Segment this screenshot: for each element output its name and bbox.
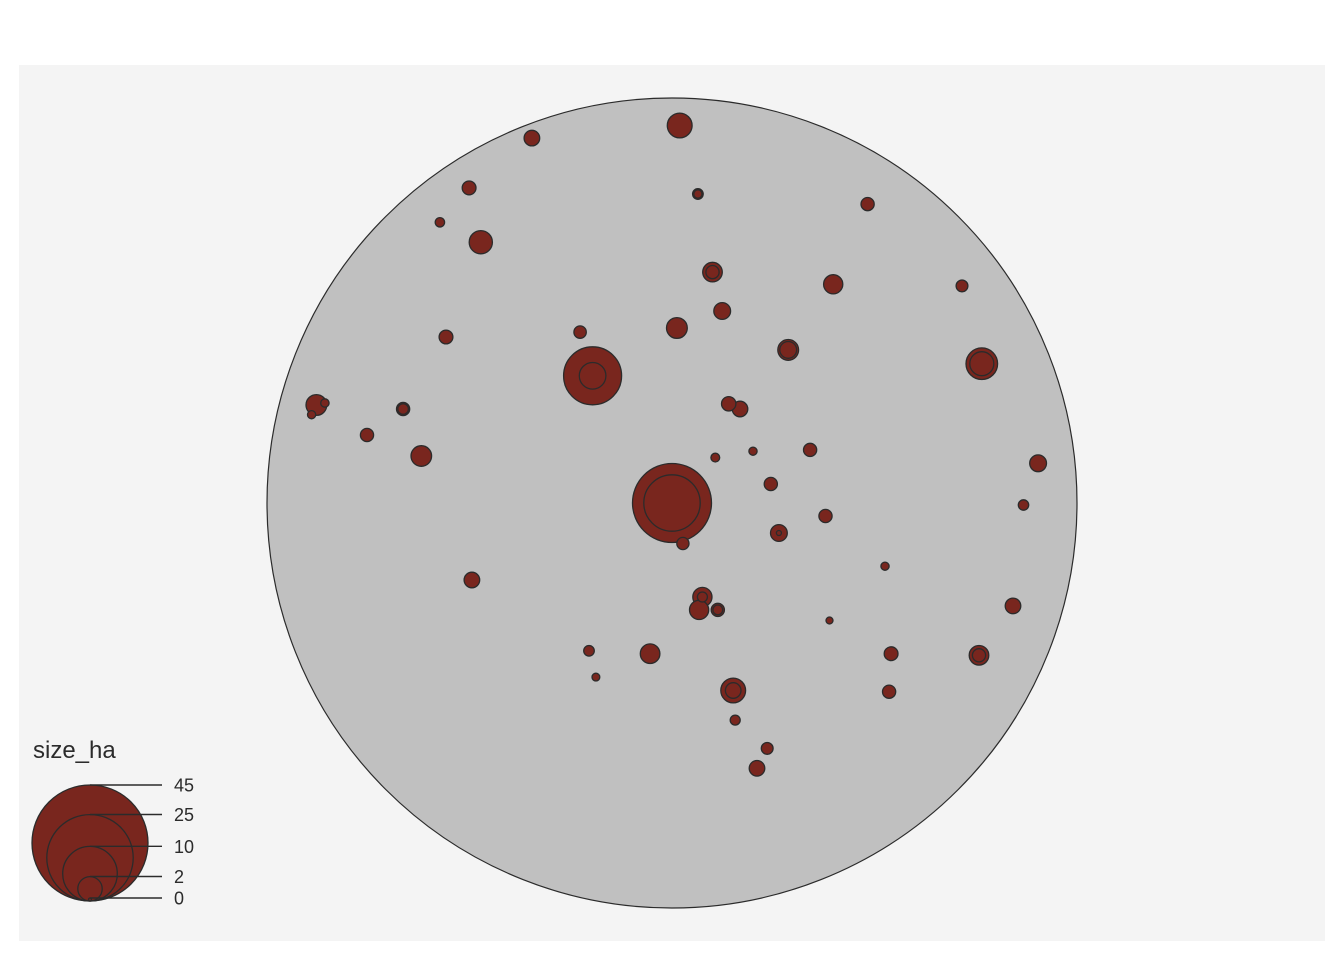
bubble-point — [1029, 454, 1048, 473]
bubble-point — [688, 599, 710, 621]
bubble-point — [461, 180, 477, 196]
bubble-point — [676, 536, 690, 551]
bubble-point — [883, 646, 899, 662]
bubble-point — [320, 398, 330, 408]
bubble-point — [705, 264, 720, 280]
bubble-point — [969, 351, 995, 377]
bubble-point — [712, 604, 724, 616]
bubble-point — [971, 648, 987, 663]
bubble-point — [665, 316, 688, 340]
bubble-point — [724, 682, 742, 699]
bubble-point — [860, 196, 875, 212]
bubble-point — [410, 445, 433, 467]
bubble-point — [434, 216, 446, 228]
bubble-point — [1017, 499, 1030, 511]
bubble-point — [729, 714, 741, 726]
bubble-point — [763, 476, 779, 492]
bubble-point — [359, 427, 375, 443]
bubble-point — [775, 529, 783, 537]
bubble-point — [463, 571, 481, 589]
bubble-point — [573, 325, 587, 339]
bubble-point — [578, 361, 607, 390]
legend: size_ha 45 25 10 20 — [31, 737, 194, 909]
bubble-point — [779, 340, 798, 359]
bubble-point — [955, 279, 969, 293]
bubble-point — [693, 189, 703, 199]
legend-label: 2 — [174, 867, 184, 887]
bubble-point — [666, 112, 693, 139]
bubble-point — [720, 395, 737, 412]
bubble-point — [818, 508, 833, 524]
bubble-point — [583, 644, 595, 657]
bubble-point — [696, 591, 709, 603]
legend-label: 25 — [174, 805, 194, 825]
legend-label: 10 — [174, 837, 194, 857]
legend-label: 45 — [174, 776, 194, 796]
bubble-point — [880, 561, 890, 571]
bubble-point — [881, 684, 897, 699]
bubble-point — [825, 616, 834, 625]
bubble-point — [643, 474, 701, 532]
bubble-point — [306, 409, 317, 420]
bubble-point — [1004, 597, 1022, 615]
legend-label: 0 — [174, 889, 184, 909]
bubble-point — [802, 442, 818, 458]
bubble-point — [639, 643, 661, 665]
bubble-point — [760, 741, 774, 755]
bubble-point — [713, 301, 732, 321]
bubble-point — [591, 672, 601, 682]
legend-symbols: 45 25 10 20 — [31, 776, 194, 909]
bubble-layer — [305, 112, 1048, 777]
bubble-point — [822, 274, 844, 295]
bubble-point — [748, 446, 758, 456]
bubble-point — [468, 229, 494, 255]
bubble-point — [438, 329, 454, 345]
bubble-point — [397, 403, 410, 415]
bubble-point — [710, 452, 721, 463]
bubble-point — [523, 129, 541, 147]
bubble-point — [748, 759, 766, 777]
legend-title: size_ha — [33, 737, 116, 764]
